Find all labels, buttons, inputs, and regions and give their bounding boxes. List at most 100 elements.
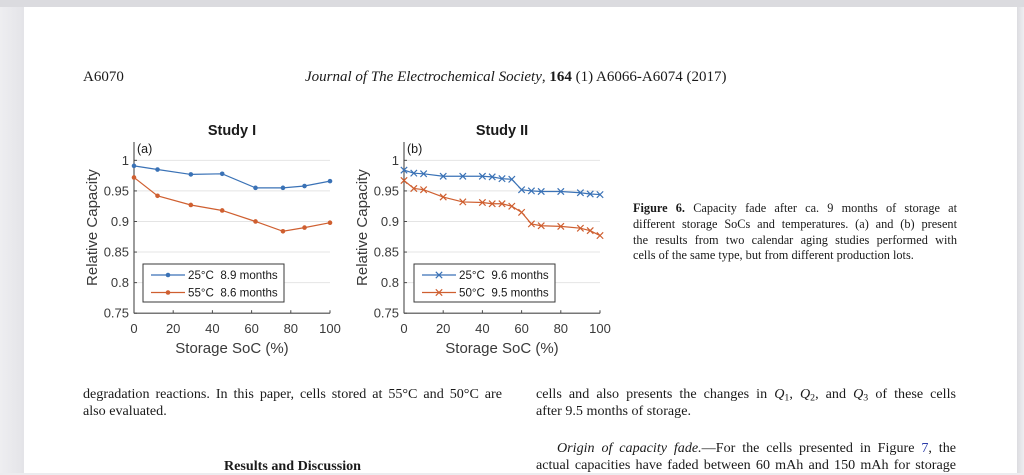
data-point <box>302 183 307 189</box>
data-point <box>517 208 526 216</box>
data-point <box>253 185 258 191</box>
data-point <box>219 208 225 213</box>
q-subscript: 3 <box>863 392 869 404</box>
y-axis-label: Relative Capacity <box>84 169 101 286</box>
x-axis-label: Storage SoC (%) <box>175 340 288 357</box>
runin-heading: Origin of capacity fade. <box>557 440 702 456</box>
data-point <box>439 193 447 201</box>
legend-marker <box>165 290 171 295</box>
data-point <box>459 172 467 180</box>
y-tick-label: 0.85 <box>374 245 399 260</box>
data-point <box>527 220 536 228</box>
data-point <box>302 225 307 230</box>
y-tick-label: 0.8 <box>111 275 129 290</box>
x-tick-label: 20 <box>166 321 180 336</box>
data-point <box>576 189 585 197</box>
x-tick-label: 0 <box>400 321 407 336</box>
body-line: degradation reactions. In this paper, ce… <box>83 386 502 402</box>
caption-label: Figure 6. <box>633 201 686 215</box>
body-line: also evaluated. <box>83 402 167 419</box>
q-symbol: Q <box>799 386 811 402</box>
viewer-left-margin <box>0 7 24 473</box>
caption-line: Figure 6. Capacity fade after ca. 9 mont… <box>633 201 957 217</box>
x-tick-label: 0 <box>130 321 137 336</box>
right-column-paragraph: cells and also presents the changes in Q… <box>536 386 956 419</box>
y-tick-label: 1 <box>392 153 399 168</box>
viewer-top-band <box>0 0 1024 7</box>
x-tick-label: 100 <box>589 321 611 336</box>
chart-title: Study I <box>208 123 256 139</box>
data-point <box>131 163 137 169</box>
body-text: , the <box>928 440 956 456</box>
citation-details: (1) A6066-A6074 (2017) <box>571 69 727 85</box>
legend-marker <box>165 272 171 278</box>
body-text: of these cells <box>868 386 956 402</box>
citation-separator: , <box>541 69 550 85</box>
body-text: , and <box>815 386 854 402</box>
series-line-1 <box>403 169 601 196</box>
y-tick-label: 0.75 <box>374 306 399 321</box>
data-point <box>498 175 506 183</box>
data-point <box>400 166 408 174</box>
q-subscript: 1 <box>784 392 790 404</box>
body-text: , <box>789 386 800 402</box>
data-point <box>327 178 333 184</box>
body-text: cells and also presents the changes in <box>536 386 775 402</box>
q-subscript: 2 <box>810 392 816 404</box>
legend-entry-label: 25°C 8.9 months <box>188 269 278 282</box>
paper-page <box>24 7 1017 473</box>
data-point <box>488 200 496 208</box>
caption-line-text: Capacity fade after ca. 9 months of stor… <box>685 201 957 215</box>
data-point <box>400 176 408 185</box>
y-tick-label: 0.85 <box>104 245 129 260</box>
data-point <box>488 173 496 181</box>
q-symbol: Q <box>853 386 864 402</box>
body-line: after 9.5 months of storage. <box>536 402 691 419</box>
y-axis-label: Relative Capacity <box>354 169 371 286</box>
y-tick-label: 0.9 <box>381 214 399 229</box>
data-point <box>419 186 428 194</box>
data-point <box>586 227 594 235</box>
figure-7-link[interactable]: 7 <box>921 440 929 456</box>
data-point <box>596 190 604 199</box>
body-text: —For the cells presented in Figure <box>701 440 922 456</box>
legend-marker <box>435 288 443 297</box>
legend-marker <box>435 271 443 279</box>
data-point <box>478 198 487 207</box>
data-point <box>410 169 418 177</box>
x-tick-label: 100 <box>319 321 341 336</box>
x-tick-label: 60 <box>244 321 258 336</box>
legend-box <box>413 263 556 303</box>
data-point <box>478 172 487 180</box>
q-symbol: Q <box>774 386 785 402</box>
series-line-2 <box>403 180 601 237</box>
data-point <box>508 175 516 183</box>
data-point <box>188 202 194 208</box>
data-point <box>131 175 137 180</box>
legend-entry-label: 25°C 9.6 months <box>459 269 549 282</box>
data-point <box>557 222 565 231</box>
data-point <box>596 231 604 240</box>
data-point <box>280 185 286 191</box>
viewer-right-margin <box>1017 7 1024 473</box>
panel-label: (b) <box>407 142 422 156</box>
series-line-2 <box>133 176 331 232</box>
x-tick-label: 60 <box>514 321 528 336</box>
x-tick-label: 20 <box>436 321 450 336</box>
data-point <box>155 167 160 172</box>
panel-label: (a) <box>137 142 152 156</box>
y-tick-label: 0.95 <box>104 183 129 198</box>
y-tick-label: 0.9 <box>111 214 129 229</box>
caption-line: different storage SoCs and temperatures.… <box>633 216 957 231</box>
data-point <box>219 171 225 177</box>
x-tick-label: 40 <box>205 321 219 336</box>
y-tick-label: 0.8 <box>381 275 399 290</box>
body-line: cells and also presents the changes in Q… <box>536 386 956 403</box>
journal-volume: 164 <box>549 69 572 85</box>
body-line: actual capacities have faded between 60 … <box>536 456 956 473</box>
section-heading: Results and Discussion <box>223 458 362 474</box>
x-tick-label: 80 <box>554 321 568 336</box>
data-point <box>327 220 333 226</box>
caption-line: the results from two calendar aging stud… <box>633 232 957 247</box>
